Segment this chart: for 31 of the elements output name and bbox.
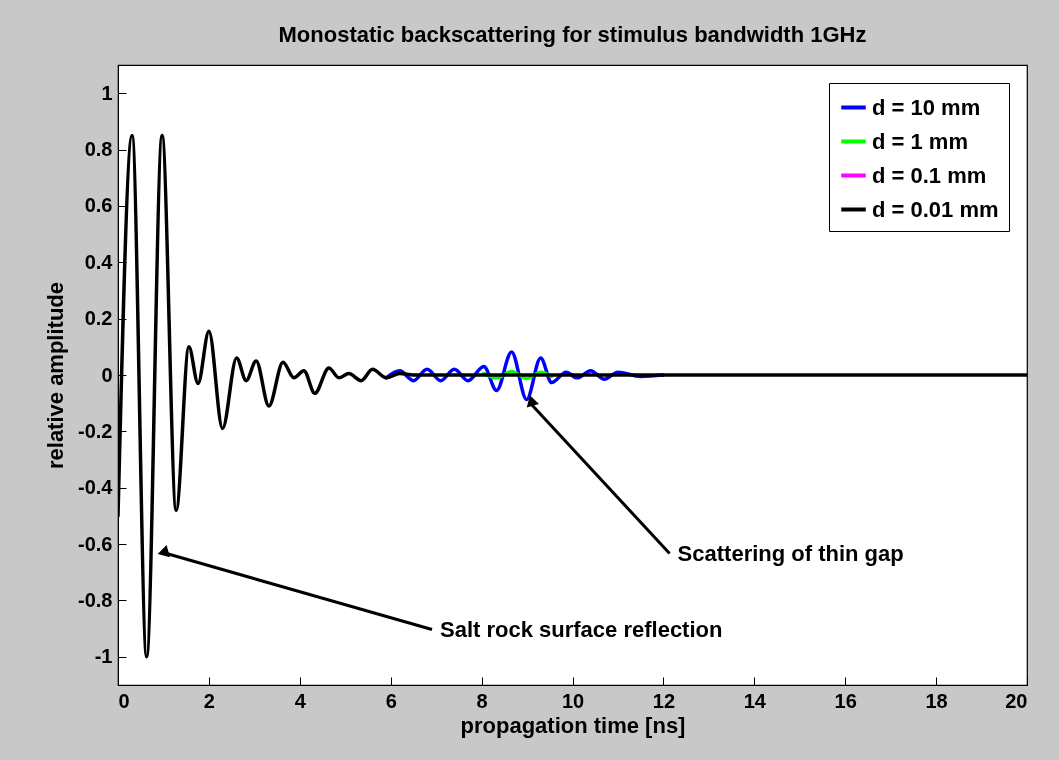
x-tick-label: 20 — [1005, 689, 1028, 712]
annotation: Scattering of thin gap — [677, 540, 904, 566]
legend-label: d = 1 mm — [872, 128, 968, 154]
x-tick-label: 8 — [476, 689, 488, 712]
legend-label: d = 0.01 mm — [872, 196, 999, 222]
y-tick-label: 0.2 — [84, 307, 113, 330]
x-tick-label: 12 — [652, 689, 676, 712]
chart-title: Monostatic backscattering for stimulus bandwidth 1GHz — [278, 22, 867, 47]
legend-label: d = 10 mm — [872, 94, 981, 120]
y-tick-label: 0 — [101, 363, 113, 386]
legend-label: d = 0.1 mm — [872, 162, 987, 188]
y-tick-label: -0.4 — [78, 476, 114, 499]
x-tick-label: 18 — [925, 689, 948, 712]
x-tick-label: 6 — [385, 689, 397, 712]
y-tick-label: 0.4 — [84, 250, 114, 273]
y-tick-label: 0.6 — [84, 194, 113, 217]
y-tick-label: -0.6 — [78, 532, 113, 555]
x-tick-label: 0 — [118, 689, 130, 712]
y-tick-label: -1 — [94, 645, 113, 668]
y-axis-title: relative amplitude — [43, 281, 69, 470]
x-tick-label: 14 — [743, 689, 767, 712]
y-tick-label: -0.8 — [78, 588, 113, 611]
y-tick-label: 1 — [101, 81, 113, 104]
annotation: Salt rock surface reflection — [440, 616, 723, 642]
x-tick-label: 16 — [834, 689, 857, 712]
y-tick-label: -0.2 — [78, 419, 113, 442]
x-tick-label: 4 — [294, 689, 307, 712]
x-tick-label: 2 — [203, 689, 215, 712]
x-axis-title: propagation time [ns] — [460, 712, 686, 738]
x-tick-label: 10 — [561, 689, 585, 712]
y-tick-label: 0.8 — [84, 138, 113, 161]
